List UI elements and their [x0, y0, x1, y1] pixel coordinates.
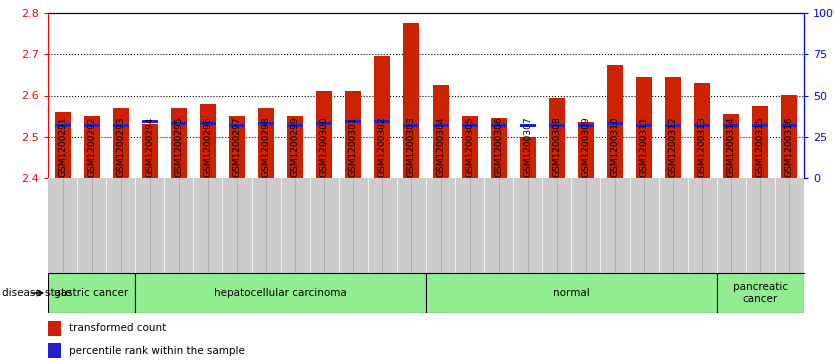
Bar	[135, 273, 426, 313]
Bar	[578, 122, 594, 178]
Bar	[520, 137, 535, 178]
Bar	[490, 124, 507, 127]
Bar	[200, 104, 216, 178]
Text: transformed count: transformed count	[68, 323, 166, 333]
Bar	[404, 124, 420, 127]
Bar	[316, 122, 332, 125]
Bar	[54, 124, 71, 127]
Bar	[374, 56, 390, 178]
Bar	[48, 343, 61, 358]
Bar	[287, 124, 303, 127]
Bar	[752, 124, 768, 127]
Text: hepatocellular carcinoma: hepatocellular carcinoma	[214, 288, 347, 298]
Bar	[716, 273, 804, 313]
Bar	[636, 77, 652, 178]
Text: pancreatic
cancer: pancreatic cancer	[733, 282, 788, 304]
Bar	[433, 85, 449, 178]
Bar	[316, 91, 332, 178]
Bar	[781, 95, 797, 178]
Bar	[549, 98, 565, 178]
Bar	[345, 91, 361, 178]
Text: gastric cancer: gastric cancer	[54, 288, 128, 298]
Bar	[171, 122, 187, 125]
Bar	[54, 112, 71, 178]
Bar	[636, 124, 652, 127]
Bar	[578, 124, 594, 127]
Bar	[48, 273, 135, 313]
Bar	[142, 120, 158, 123]
Bar	[433, 124, 449, 127]
Bar	[607, 65, 623, 178]
Bar	[48, 321, 61, 335]
Bar	[200, 122, 216, 125]
Bar	[462, 116, 478, 178]
Bar	[781, 124, 797, 127]
Bar	[258, 108, 274, 178]
Bar	[520, 124, 535, 127]
Bar	[345, 120, 361, 123]
Text: percentile rank within the sample: percentile rank within the sample	[68, 346, 244, 355]
Bar	[666, 124, 681, 127]
Bar	[83, 124, 99, 127]
Bar	[113, 124, 128, 127]
Bar	[142, 125, 158, 178]
Bar	[607, 122, 623, 125]
Bar	[666, 77, 681, 178]
Bar	[229, 124, 245, 127]
Bar	[462, 124, 478, 127]
Bar	[229, 116, 245, 178]
Bar	[258, 122, 274, 125]
Text: normal: normal	[553, 288, 590, 298]
Text: disease state: disease state	[2, 288, 71, 298]
Bar	[694, 83, 711, 178]
Bar	[549, 124, 565, 127]
Bar	[404, 23, 420, 178]
Bar	[287, 116, 303, 178]
Bar	[694, 124, 711, 127]
Bar	[171, 108, 187, 178]
Bar	[113, 108, 128, 178]
Bar	[723, 124, 739, 127]
Bar	[723, 114, 739, 178]
Bar	[374, 120, 390, 123]
Bar	[490, 118, 507, 178]
Bar	[752, 106, 768, 178]
Bar	[83, 116, 99, 178]
Bar	[426, 273, 716, 313]
